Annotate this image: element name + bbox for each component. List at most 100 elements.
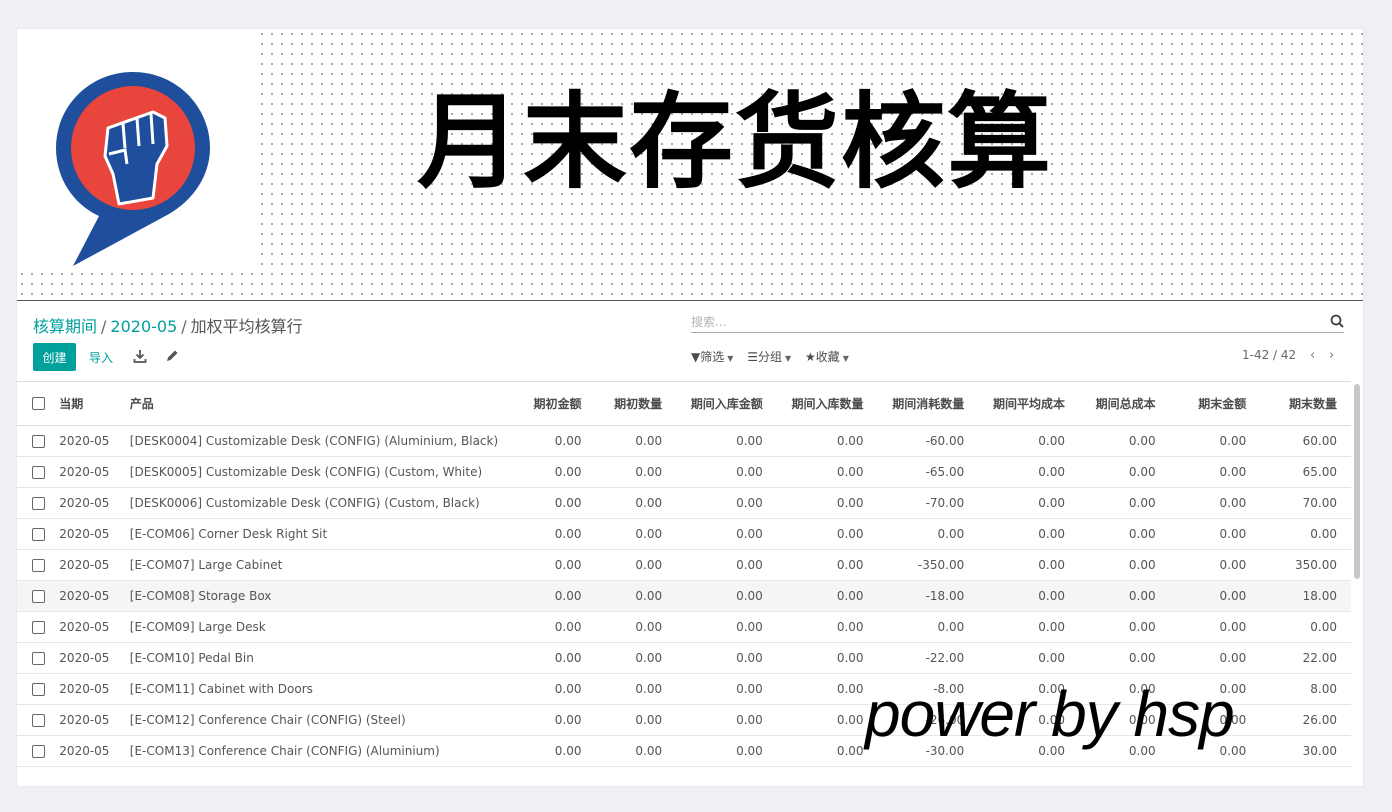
pager-value[interactable]: 1-42 / 42: [1242, 348, 1297, 362]
table-row[interactable]: 2020-05 [DESK0006] Customizable Desk (CON…: [17, 487, 1351, 519]
table-cell: 0.00: [676, 642, 777, 674]
row-checkbox[interactable]: [32, 465, 45, 479]
table-row[interactable]: 2020-05 [DESK0005] Customizable Desk (CON…: [17, 456, 1351, 488]
caret-down-icon: ▼: [842, 354, 849, 363]
table-cell: 0.00: [776, 611, 878, 643]
breadcrumb-separator: /: [181, 317, 187, 336]
import-button[interactable]: 导入: [83, 343, 119, 371]
table-cell: 0.00: [676, 735, 777, 767]
column-header[interactable]: 期初金额: [514, 382, 596, 426]
table-cell: 0.00: [776, 487, 878, 519]
table-row[interactable]: 2020-05 [E-COM12] Conference Chair (CONFI…: [17, 704, 1351, 736]
column-header[interactable]: 期间总成本: [1078, 382, 1170, 426]
row-checkbox[interactable]: [32, 558, 45, 572]
pencil-icon[interactable]: [165, 349, 179, 363]
row-checkbox-cell: [17, 673, 60, 705]
table-row[interactable]: 2020-05 [E-COM10] Pedal Bin 0.00 0.00 0.00 0.…: [17, 642, 1351, 674]
table-cell: 2020-05: [59, 518, 130, 550]
column-header[interactable]: 期间平均成本: [978, 382, 1079, 426]
main-card: 月末存货核算 核算期间/2020-05/加权平均核算行 创建 导入 ▼筛选▼ ☰…: [17, 29, 1363, 786]
column-header[interactable]: 期间入库数量: [776, 382, 878, 426]
table-cell: 0.00: [978, 425, 1079, 457]
row-checkbox[interactable]: [32, 620, 45, 634]
table-cell: 0.00: [978, 611, 1079, 643]
table-cell: 26.00: [1260, 704, 1351, 736]
table-cell: 2020-05: [59, 425, 130, 457]
table-cell: 0.00: [1078, 425, 1170, 457]
chevron-right-icon[interactable]: ›: [1329, 348, 1335, 363]
column-header[interactable]: 期初数量: [595, 382, 677, 426]
table-cell: 0.00: [1260, 518, 1351, 550]
row-checkbox[interactable]: [32, 527, 45, 541]
table-cell: 0.00: [595, 487, 677, 519]
row-checkbox[interactable]: [32, 713, 45, 727]
table-cell: 0.00: [676, 549, 777, 581]
table-cell: 0.00: [676, 518, 777, 550]
favorites-button[interactable]: ★收藏 ▼: [805, 350, 849, 364]
table-cell: 0.00: [676, 580, 777, 612]
table-row[interactable]: 2020-05 [DESK0004] Customizable Desk (CON…: [17, 425, 1351, 457]
table-cell: 0.00: [676, 456, 777, 488]
table-cell: 2020-05: [59, 487, 130, 519]
search-input[interactable]: [691, 312, 1311, 332]
table-cell: 0.00: [514, 549, 596, 581]
table-cell: 0.00: [877, 611, 979, 643]
row-checkbox[interactable]: [32, 682, 45, 696]
table-row[interactable]: 2020-05 [E-COM08] Storage Box 0.00 0.00 0.00…: [17, 580, 1351, 612]
banner: 月末存货核算: [17, 29, 1363, 301]
table-cell: [E-COM11] Cabinet with Doors: [129, 673, 515, 705]
row-checkbox[interactable]: [32, 744, 45, 758]
table-cell: 2020-05: [59, 549, 130, 581]
table-row[interactable]: 2020-05 [E-COM11] Cabinet with Doors 0.00 0…: [17, 673, 1351, 705]
breadcrumb-separator: /: [101, 317, 107, 336]
table-cell: 0.00: [595, 611, 677, 643]
table-row[interactable]: 2020-05 [E-COM06] Corner Desk Right Sit 0.…: [17, 518, 1351, 550]
row-checkbox-cell: [17, 425, 60, 457]
table-cell: 0.00: [978, 673, 1079, 705]
table-cell: 0.00: [776, 642, 878, 674]
table-cell: 0.00: [776, 704, 878, 736]
row-checkbox[interactable]: [32, 589, 45, 603]
search-icon[interactable]: [1330, 314, 1344, 328]
data-table: 当期 产品 期初金额 期初数量 期间入库金额 期间入库数量 期间消耗数量 期间平均成本 期间总成…: [17, 382, 1351, 767]
table-row[interactable]: 2020-05 [E-COM13] Conference Chair (CONFI…: [17, 735, 1351, 767]
row-checkbox-cell: [17, 642, 60, 674]
breadcrumb-period[interactable]: 2020-05: [110, 317, 178, 336]
select-all-checkbox-cell: [17, 382, 60, 426]
download-icon[interactable]: [133, 349, 147, 363]
table-cell: 350.00: [1260, 549, 1351, 581]
column-header[interactable]: 期末金额: [1169, 382, 1261, 426]
column-header[interactable]: 当期: [59, 382, 130, 426]
filter-button[interactable]: ▼筛选 ▼: [691, 350, 734, 364]
row-checkbox[interactable]: [32, 651, 45, 665]
select-all-checkbox[interactable]: [32, 397, 45, 411]
breadcrumb-period-list[interactable]: 核算期间: [33, 317, 98, 336]
table-cell: 0.00: [1169, 642, 1261, 674]
logo-area: [17, 29, 257, 269]
table-cell: 0.00: [1169, 611, 1261, 643]
table-cell: 0.00: [514, 518, 596, 550]
table-cell: 0.00: [595, 425, 677, 457]
table-cell: [E-COM10] Pedal Bin: [129, 642, 515, 674]
column-header[interactable]: 期间消耗数量: [877, 382, 979, 426]
column-header[interactable]: 期间入库金额: [676, 382, 777, 426]
table-cell: 0.00: [776, 549, 878, 581]
group-by-button[interactable]: ☰分组 ▼: [747, 350, 792, 364]
table-cell: 0.00: [595, 580, 677, 612]
table-cell: -65.00: [877, 456, 979, 488]
table-row[interactable]: 2020-05 [E-COM07] Large Cabinet 0.00 0.00 0.…: [17, 549, 1351, 581]
row-checkbox[interactable]: [32, 434, 45, 448]
table-cell: 0.00: [776, 673, 878, 705]
table-cell: 0.00: [676, 673, 777, 705]
table-cell: -60.00: [877, 425, 979, 457]
scrollbar[interactable]: [1354, 384, 1360, 579]
column-header[interactable]: 期末数量: [1260, 382, 1351, 426]
table-cell: 65.00: [1260, 456, 1351, 488]
create-button[interactable]: 创建: [33, 343, 76, 371]
table-cell: 2020-05: [59, 456, 130, 488]
chevron-left-icon[interactable]: ‹: [1310, 348, 1316, 363]
row-checkbox[interactable]: [32, 496, 45, 510]
table-cell: 0.00: [595, 673, 677, 705]
column-header[interactable]: 产品: [129, 382, 515, 426]
table-row[interactable]: 2020-05 [E-COM09] Large Desk 0.00 0.00 0.00 0…: [17, 611, 1351, 643]
